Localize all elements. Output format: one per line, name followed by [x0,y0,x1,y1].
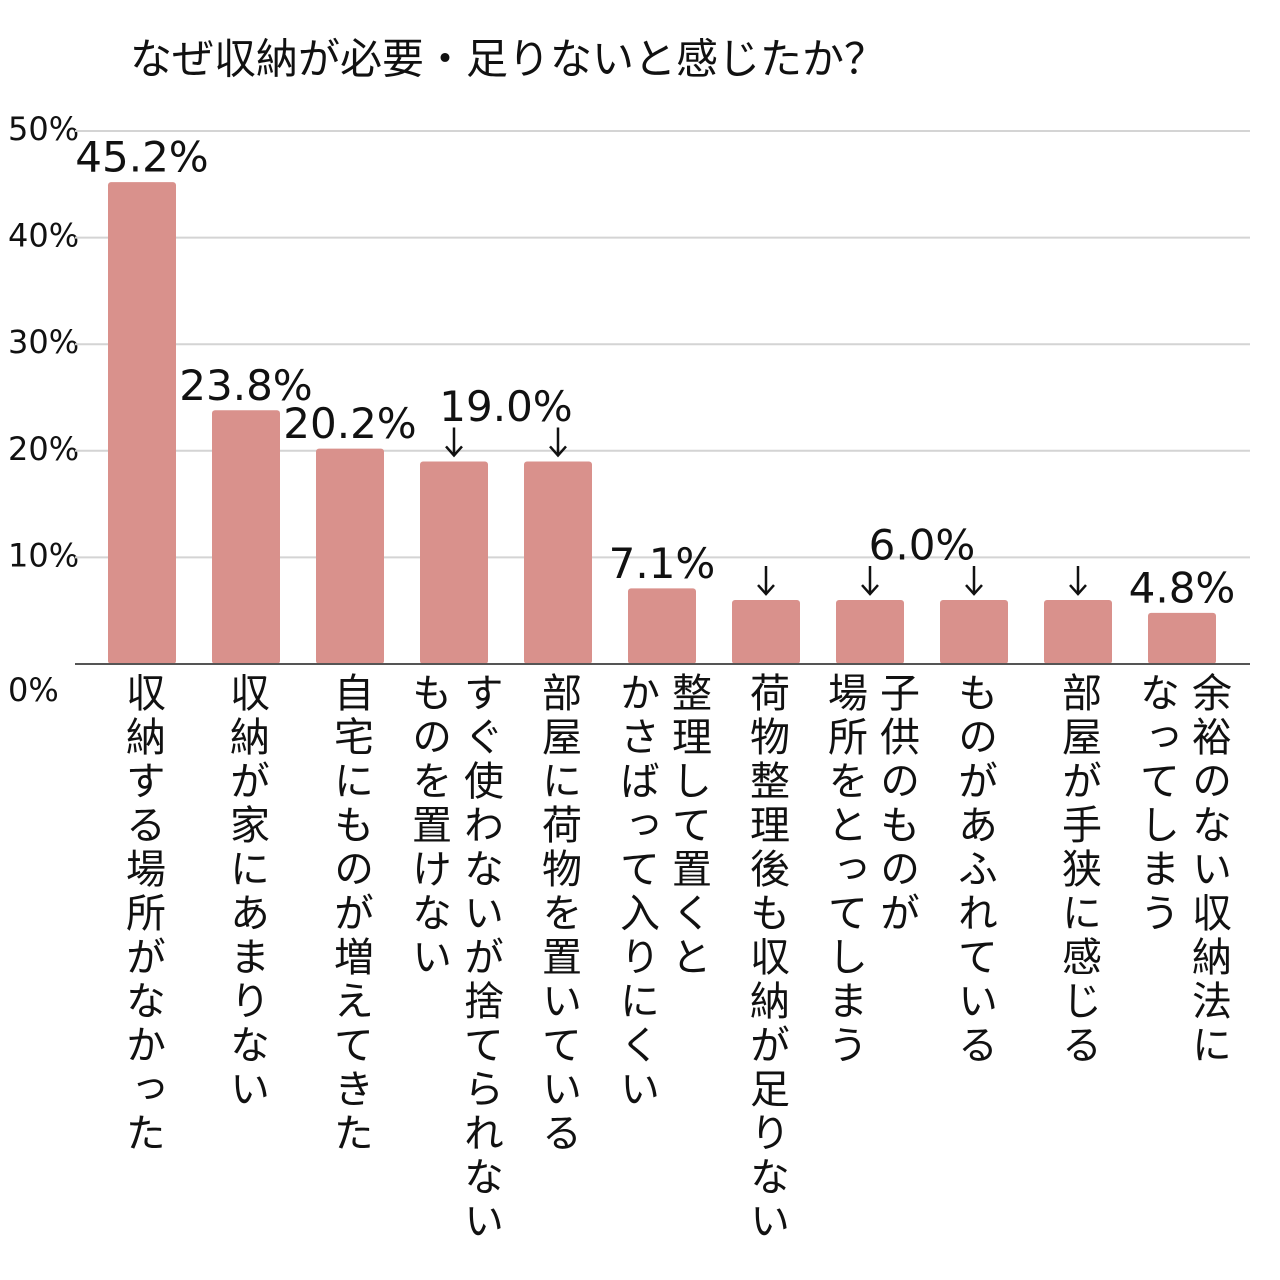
data-label: 23.8% [179,361,312,410]
bar [732,600,800,664]
arrow [757,566,775,596]
x-tick-label: 収納する場所がなかった [119,672,165,1156]
x-tick-label: 余裕のない収納法に なってしまう [1133,672,1231,1068]
y-tick-label: 20% [8,430,79,468]
bar [628,588,696,664]
x-tick-label: 自宅にものが増えてきた [327,672,373,1156]
bar [108,182,176,664]
bar [836,600,904,664]
data-label: 45.2% [75,133,208,182]
arrow [861,566,879,596]
bar [420,461,488,664]
x-tick-label: 部屋に荷物を置いている [535,672,581,1156]
y-tick-label: 0% [8,671,59,709]
arrow [549,427,567,458]
bar [1044,600,1112,664]
x-tick-label: 荷物整理後も収納が足りない [743,672,789,1244]
data-label: 20.2% [283,399,416,448]
bar [524,461,592,664]
bar [316,448,384,664]
x-tick-label: 部屋が手狭に感じる [1055,672,1101,1068]
data-label: 4.8% [1129,563,1236,612]
arrow [445,427,463,458]
y-tick-label: 10% [8,536,79,574]
data-label: 7.1% [609,539,716,588]
arrow [965,566,983,596]
bar [212,410,280,664]
data-label: 19.0% [439,382,572,431]
y-tick-label: 40% [8,217,79,255]
y-tick-label: 50% [8,110,79,148]
bar [1148,612,1216,664]
x-tick-label: 整理して置くと かさばって入りにくい [613,672,711,1112]
data-label: 6.0% [869,521,976,570]
arrow [1069,566,1087,596]
x-tick-label: 収納が家にあまりない [223,672,269,1112]
x-tick-label: 子供のものが 場所をとってしまう [821,672,919,1068]
y-tick-label: 30% [8,323,79,361]
chart-title: なぜ収納が必要・足りないと感じたか？ [130,35,886,84]
x-tick-label: ものがあふれている [951,672,997,1068]
x-tick-label: すぐ使わないが捨てられない ものを置けない [405,672,503,1244]
bar [940,600,1008,664]
